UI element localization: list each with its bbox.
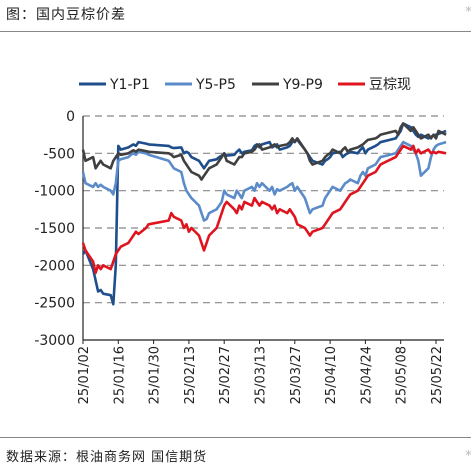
series-lines bbox=[81, 122, 447, 306]
legend-label: Y1-P1 bbox=[109, 77, 150, 93]
figure-title: 图：国内豆棕价差 bbox=[6, 7, 126, 23]
bottom-divider bbox=[0, 437, 471, 438]
y-tick-label: -3000 bbox=[34, 333, 75, 349]
x-tick-label: 25/03/13 bbox=[254, 346, 269, 404]
x-tick-label: 25/04/10 bbox=[324, 346, 339, 404]
data-source: 数据来源：根油商务网 国信期货 bbox=[6, 450, 208, 465]
legend: Y1-P1 Y5-P5 Y9-P9 豆棕现 bbox=[79, 77, 411, 93]
x-tick-label: 25/01/16 bbox=[112, 346, 127, 404]
x-tick-label: 25/05/22 bbox=[430, 346, 445, 404]
y-tick-label: 0 bbox=[66, 109, 75, 125]
legend-label: Y5-P5 bbox=[195, 77, 236, 93]
gridlines bbox=[83, 115, 444, 304]
series-line-豆棕现 bbox=[81, 144, 447, 275]
corner-mark-top: ∗ bbox=[464, 2, 471, 17]
y-tick-label: -1000 bbox=[34, 184, 75, 200]
legend-label: Y9-P9 bbox=[282, 77, 323, 93]
top-divider bbox=[0, 31, 471, 32]
x-tick-label: 25/01/30 bbox=[148, 346, 163, 404]
x-tick-label: 25/04/24 bbox=[359, 346, 374, 404]
y-tick-label: -2000 bbox=[34, 258, 75, 274]
x-tick-label: 25/02/13 bbox=[183, 346, 198, 404]
corner-mark-bottom: ∗ bbox=[464, 446, 471, 461]
x-tick-label: 25/05/08 bbox=[395, 346, 410, 404]
x-tick-label: 25/03/27 bbox=[289, 346, 304, 404]
x-tick-label: 25/02/27 bbox=[218, 346, 233, 404]
y-tick-label: -1500 bbox=[34, 221, 75, 237]
series-line-Y1-P1 bbox=[81, 122, 447, 306]
legend-label: 豆棕现 bbox=[369, 77, 411, 93]
series-line-Y9-P9 bbox=[81, 122, 447, 181]
series-line-Y5-P5 bbox=[81, 140, 447, 222]
x-tick-label: 25/01/02 bbox=[77, 346, 92, 404]
y-tick-label: -2500 bbox=[34, 296, 75, 312]
y-tick-label: -500 bbox=[43, 146, 75, 162]
